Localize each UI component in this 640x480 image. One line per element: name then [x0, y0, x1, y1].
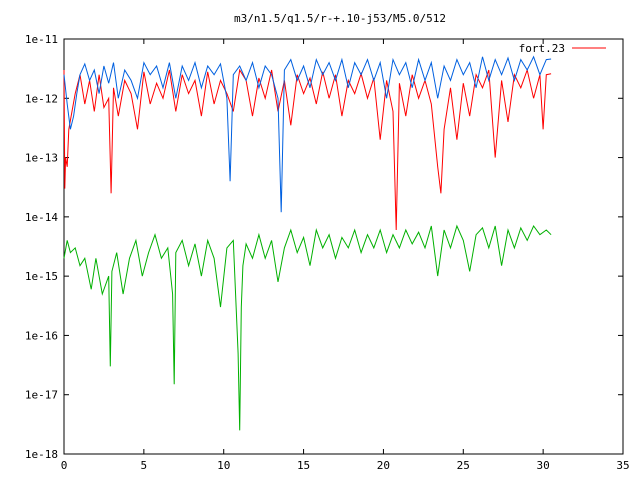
y-tick-label: 1e-11: [25, 33, 58, 46]
chart-title: m3/n1.5/q1.5/r-+.10-j53/M5.0/512: [234, 12, 446, 25]
axis-ticks: 0 5 10 15 20 25 30 35 1e-18 1e-17 1e-16 1e-15 1e-14 1…: [25, 33, 630, 472]
series-line-2: [63, 224, 552, 431]
x-tick-label: 25: [457, 459, 470, 472]
plot-frame: [63, 38, 624, 455]
y-tick-label: 1e-18: [25, 448, 58, 461]
x-tick-label: 0: [61, 459, 68, 472]
series-line-1: [63, 55, 552, 213]
series-line-0: [63, 68, 552, 231]
y-tick-label: 1e-12: [25, 92, 58, 105]
x-tick-label: 15: [297, 459, 310, 472]
x-tick-label: 10: [217, 459, 230, 472]
x-tick-label: 35: [616, 459, 629, 472]
x-tick-label: 30: [537, 459, 550, 472]
legend: fort.23: [519, 42, 606, 55]
y-tick-label: 1e-13: [25, 152, 58, 165]
series-layer: [63, 55, 552, 431]
x-tick-label: 5: [141, 459, 148, 472]
x-tick-label: 20: [377, 459, 390, 472]
y-tick-label: 1e-14: [25, 211, 58, 224]
y-tick-label: 1e-17: [25, 389, 58, 402]
y-tick-label: 1e-15: [25, 270, 58, 283]
legend-label-fort-23: fort.23: [519, 42, 565, 55]
y-tick-label: 1e-16: [25, 329, 58, 342]
